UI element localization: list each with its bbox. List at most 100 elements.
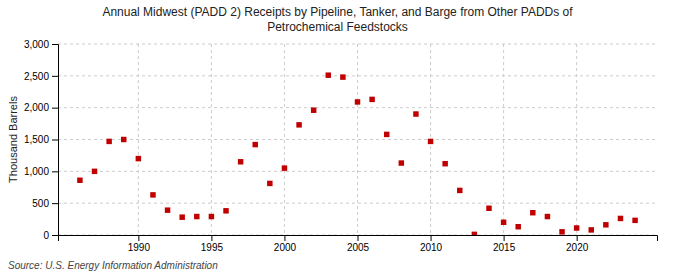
y-tick-mark bbox=[52, 44, 58, 45]
point bbox=[530, 210, 535, 215]
point bbox=[121, 137, 126, 142]
point bbox=[326, 72, 331, 77]
point bbox=[442, 161, 447, 166]
y-grid-line bbox=[58, 107, 657, 108]
y-axis-title: Thousand Barrels bbox=[7, 96, 19, 183]
point bbox=[311, 107, 316, 112]
x-tick: 2010 bbox=[420, 235, 443, 253]
x-tick-label: 2005 bbox=[347, 242, 370, 253]
point bbox=[150, 192, 155, 197]
y-axis-line bbox=[52, 45, 59, 236]
y-tick-mark bbox=[52, 235, 58, 236]
point bbox=[106, 139, 111, 144]
x-grid-line bbox=[211, 44, 212, 235]
point bbox=[223, 208, 228, 213]
point bbox=[428, 139, 433, 144]
y-tick-label: 2,000 bbox=[24, 102, 49, 113]
point bbox=[179, 214, 184, 219]
point bbox=[486, 206, 491, 211]
y-tick: 1,000 bbox=[24, 166, 58, 177]
x-tick: 2020 bbox=[566, 235, 589, 253]
x-tick-label: 2020 bbox=[566, 242, 589, 253]
x-grid-line bbox=[357, 44, 358, 235]
x-tick-label: 2000 bbox=[274, 242, 297, 253]
point bbox=[515, 224, 520, 229]
point bbox=[472, 232, 477, 235]
x-axis-line bbox=[59, 236, 658, 242]
y-tick-label: 3,000 bbox=[24, 39, 49, 50]
y-tick-label: 0 bbox=[43, 230, 49, 241]
point bbox=[355, 99, 360, 104]
point bbox=[194, 214, 199, 219]
x-tick-label: 2010 bbox=[420, 242, 443, 253]
y-tick-label: 500 bbox=[32, 198, 49, 209]
x-tick-label: 1990 bbox=[128, 242, 151, 253]
y-tick-label: 1,000 bbox=[24, 166, 49, 177]
x-tick-mark bbox=[358, 235, 359, 241]
point bbox=[165, 207, 170, 212]
y-grid-line bbox=[58, 139, 657, 140]
y-tick: 0 bbox=[43, 230, 58, 241]
x-grid-line bbox=[503, 44, 504, 235]
x-tick-mark bbox=[211, 235, 212, 241]
x-tick-mark bbox=[138, 235, 139, 241]
x-tick-label: 1995 bbox=[201, 242, 224, 253]
x-axis: 1990 1995 2000 2005 2010 2015 2020 bbox=[59, 235, 658, 253]
point bbox=[603, 222, 608, 227]
y-tick-mark bbox=[52, 140, 58, 141]
x-tick: 1995 bbox=[201, 235, 224, 253]
y-tick-mark bbox=[52, 108, 58, 109]
point bbox=[252, 142, 257, 147]
y-tick-label: 1,500 bbox=[24, 134, 49, 145]
point bbox=[559, 229, 564, 234]
title: Annual Midwest (PADD 2) Receipts by Pipe… bbox=[102, 5, 573, 34]
y-tick-mark bbox=[52, 203, 58, 204]
point bbox=[282, 165, 287, 170]
plot: 1990 1995 2000 2005 2010 2015 2020 0 500 1,000 1,5… bbox=[24, 39, 658, 253]
point bbox=[92, 169, 97, 174]
point bbox=[77, 178, 82, 183]
y-tick: 1,500 bbox=[24, 134, 58, 145]
point bbox=[545, 214, 550, 219]
source: Source: U.S. Energy Information Administ… bbox=[8, 260, 218, 271]
y-tick: 3,000 bbox=[24, 39, 58, 50]
y-axis: 0 500 1,000 1,500 2,000 2,500 3,000 bbox=[24, 39, 59, 241]
x-grid-line bbox=[576, 44, 577, 235]
x-tick-label: 2015 bbox=[493, 242, 516, 253]
point bbox=[267, 181, 272, 186]
y-tick: 500 bbox=[32, 198, 58, 209]
point bbox=[618, 216, 623, 221]
x-grid-line bbox=[138, 44, 139, 235]
x-tick: 2005 bbox=[347, 235, 370, 253]
point bbox=[413, 111, 418, 116]
y-tick: 2,500 bbox=[24, 71, 58, 82]
point bbox=[574, 225, 579, 230]
y-tick-mark bbox=[52, 76, 58, 77]
point bbox=[369, 97, 374, 102]
x-tick: 2015 bbox=[493, 235, 516, 253]
x-tick-mark bbox=[504, 235, 505, 241]
point bbox=[384, 132, 389, 137]
x-tick: 1990 bbox=[128, 235, 151, 253]
points bbox=[77, 72, 638, 235]
point bbox=[457, 188, 462, 193]
point bbox=[399, 160, 404, 165]
point bbox=[296, 122, 301, 127]
point bbox=[209, 214, 214, 219]
title-line: Petrochemical Feedstocks bbox=[267, 20, 408, 34]
point bbox=[136, 156, 141, 161]
point bbox=[632, 218, 637, 223]
y-tick: 2,000 bbox=[24, 102, 58, 113]
x-tick-mark bbox=[577, 235, 578, 241]
x-tick: 2000 bbox=[274, 235, 297, 253]
x-tick-mark bbox=[431, 235, 432, 241]
x-tick-mark bbox=[284, 235, 285, 241]
point bbox=[589, 227, 594, 232]
title-line: Annual Midwest (PADD 2) Receipts by Pipe… bbox=[102, 5, 573, 19]
point bbox=[501, 220, 506, 225]
y-tick-label: 2,500 bbox=[24, 71, 49, 82]
chart: Annual Midwest (PADD 2) Receipts by Pipe… bbox=[0, 0, 675, 275]
x-grid-line bbox=[284, 44, 285, 235]
grid bbox=[58, 44, 657, 235]
point bbox=[340, 74, 345, 79]
